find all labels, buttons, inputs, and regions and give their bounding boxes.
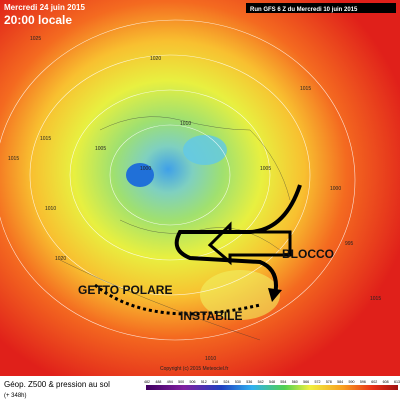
- scale-label: 572: [314, 380, 320, 384]
- date: Mercredi 24 juin 2015: [4, 3, 85, 12]
- isobar-label: 1005: [95, 146, 106, 152]
- isobar-label: 1005: [260, 166, 271, 172]
- scale-label: 530: [235, 380, 241, 384]
- scale-label: 560: [292, 380, 298, 384]
- isobar-label: 1025: [30, 36, 41, 42]
- block-arrow: [174, 184, 302, 296]
- scale-label: 542: [258, 380, 264, 384]
- isobar-label: 995: [345, 241, 354, 247]
- annotation: GETTO POLARE: [78, 283, 172, 297]
- time: 20:00 locale: [4, 13, 72, 27]
- low-core: [126, 163, 154, 187]
- isohypses: [0, 19, 356, 341]
- scale-label: 494: [167, 380, 173, 384]
- footer-lead: (+ 348h): [4, 393, 27, 399]
- scale-label: 512: [201, 380, 207, 384]
- scale-label: 578: [326, 380, 332, 384]
- run-box: [246, 3, 396, 13]
- footer-title: Géop. Z500 & pression au sol: [4, 380, 110, 389]
- scale-label: 548: [269, 380, 275, 384]
- scale-label: 488: [155, 380, 161, 384]
- isobar-label: 1010: [205, 356, 216, 362]
- scale-label: 536: [246, 380, 252, 384]
- copyright: Copyright (c) 2015 Meteociel.fr: [160, 366, 229, 372]
- jet-arrow: [94, 283, 261, 316]
- isobar-label: 1015: [8, 156, 19, 162]
- scale-label: 518: [212, 380, 218, 384]
- isobar-label: 1015: [300, 86, 311, 92]
- isobar-label: 1010: [45, 206, 56, 212]
- annotation: BLOCCO: [282, 247, 334, 261]
- scale-label: 506: [189, 380, 195, 384]
- scale-label: 590: [349, 380, 355, 384]
- scale-label: 596: [360, 380, 366, 384]
- isobar-label: 1020: [150, 56, 161, 62]
- isobar-label: 1000: [330, 186, 341, 192]
- scale-label: 524: [224, 380, 230, 384]
- geopotential-field: [0, 0, 400, 376]
- colorbar: [146, 385, 398, 390]
- block-hollow-arrow: [207, 221, 292, 266]
- isobar-label: 1000: [140, 166, 151, 172]
- isobar-label: 1015: [40, 136, 51, 142]
- cold-pool: [183, 135, 227, 165]
- scale-label: 482: [144, 380, 150, 384]
- trough: [200, 270, 280, 320]
- isobar-label: 1010: [180, 121, 191, 127]
- scale-label: 566: [303, 380, 309, 384]
- isobar-label: 1015: [370, 296, 381, 302]
- scale-label: 500: [178, 380, 184, 384]
- run: Run GFS 6 Z du Mercredi 10 juin 2015: [250, 7, 358, 13]
- arrow-head: [268, 288, 282, 302]
- scale-label: 613: [394, 380, 400, 384]
- scale-label: 608: [383, 380, 389, 384]
- isobar-label: 1020: [55, 256, 66, 262]
- scale-label: 602: [371, 380, 377, 384]
- scale-label: 584: [337, 380, 343, 384]
- scale-label: 554: [280, 380, 286, 384]
- annotation: INSTABILE: [180, 309, 242, 323]
